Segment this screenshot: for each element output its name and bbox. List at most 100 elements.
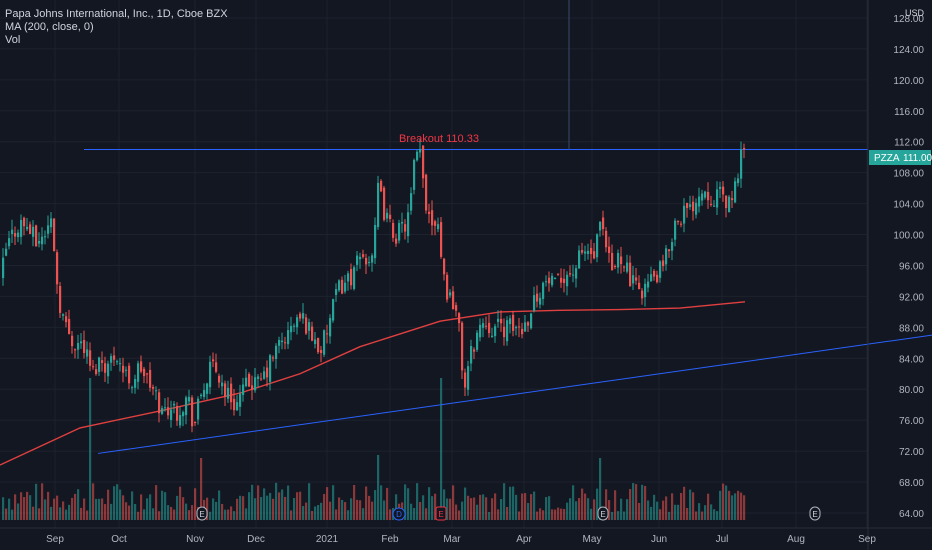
volume-label[interactable]: Vol (5, 34, 21, 46)
candle-body (209, 361, 212, 388)
currency-label[interactable]: USD (904, 8, 924, 18)
symbol-title[interactable]: Papa Johns International, Inc., 1D, Cboe… (5, 8, 228, 20)
candle-body (431, 210, 434, 226)
candle-body (485, 325, 488, 327)
volume-bar (665, 496, 668, 520)
volume-bar (20, 492, 23, 520)
y-tick-label: 124.00 (893, 45, 924, 56)
candle-body (332, 299, 335, 321)
candle-body (386, 212, 389, 219)
candle-body (488, 322, 491, 334)
candle-body (653, 270, 656, 277)
y-tick-label: 100.00 (893, 231, 924, 242)
trendline[interactable] (84, 0, 932, 454)
candle-body (401, 221, 404, 224)
candle-body (548, 277, 551, 284)
volume-bar (35, 483, 38, 520)
volume-bar (653, 494, 656, 520)
volume-bar (626, 499, 629, 520)
earnings-marker (809, 506, 821, 521)
candle-body (440, 222, 443, 257)
volume-bar (578, 498, 581, 520)
candle-body (59, 286, 62, 313)
candle-body (137, 363, 140, 382)
candle-body (698, 196, 701, 207)
candle-body (638, 282, 641, 290)
y-tick-label: 80.00 (899, 385, 924, 396)
candle-body (584, 251, 587, 254)
candle-body (461, 322, 464, 371)
annotations[interactable]: Breakout 110.33 (399, 133, 479, 145)
candle-body (326, 333, 329, 335)
volume-bar (68, 504, 71, 520)
volume-bar (611, 511, 614, 520)
candle-body (434, 221, 437, 226)
candle-body (29, 224, 32, 234)
price-axis[interactable]: 64.00 68.00 72.00 76.00 80.00 84.00 88.00 92.00… (867, 0, 924, 550)
candle-body (83, 339, 86, 354)
candle-body (398, 223, 401, 241)
volume-bar (128, 505, 131, 520)
volume-bar (77, 489, 80, 520)
volume-bar (734, 493, 737, 520)
volume-bar (518, 511, 521, 520)
x-tick-label: Dec (247, 534, 265, 545)
volume-bar (488, 511, 491, 520)
candle-body (455, 305, 458, 311)
volume-bar (371, 501, 374, 520)
volume-bar (296, 492, 299, 520)
volume-bar (569, 498, 572, 520)
volume-bar (308, 483, 311, 520)
y-tick-label: 116.00 (894, 107, 924, 118)
candle-body (311, 326, 314, 341)
candle-body (722, 186, 725, 195)
volume-bars: EDE E E (2, 378, 821, 521)
candle-body (677, 221, 680, 223)
volume-bar (515, 494, 518, 520)
candle-body (287, 330, 290, 345)
candle-body (98, 357, 101, 372)
candle-body (47, 225, 50, 234)
volume-bar (629, 489, 632, 520)
candle-body (557, 273, 560, 275)
volume-bar (164, 492, 167, 520)
candle-body (23, 217, 26, 227)
volume-bar (638, 502, 641, 520)
volume-bar (356, 499, 359, 520)
candle-body (149, 369, 152, 388)
candle-body (410, 193, 413, 211)
candle-body (743, 147, 746, 150)
candle-body (602, 217, 605, 230)
candle-body (383, 187, 386, 220)
candle-body (185, 397, 188, 416)
volume-bar (29, 495, 32, 520)
candle-body (608, 246, 611, 253)
candle-body (182, 412, 185, 417)
candle-body (572, 274, 575, 276)
candle-body (161, 408, 164, 414)
indicator-label[interactable]: MA (200, close, 0) (5, 21, 94, 33)
candle-body (62, 314, 65, 316)
candle-body (179, 415, 182, 426)
volume-bar (2, 497, 5, 520)
candle-body (299, 313, 302, 319)
volume-bar (389, 509, 392, 520)
candle-body (296, 317, 299, 328)
volume-bar (365, 486, 368, 520)
candle-body (272, 357, 275, 359)
volume-bar (485, 497, 488, 520)
volume-bar (713, 509, 716, 520)
candle-body (494, 326, 497, 337)
event-marker-label: E (812, 510, 817, 519)
time-axis[interactable]: Sep Oct Nov Dec 2021 Feb Mar Apr May Jun Jul Aug Sep (0, 527, 932, 545)
last-price-badge-bg (869, 150, 931, 165)
volume-bar (32, 506, 35, 520)
volume-bar (140, 494, 143, 520)
volume-bar (89, 378, 92, 520)
candle-body (188, 396, 191, 402)
candle-body (686, 202, 689, 208)
volume-bar (461, 501, 464, 520)
volume-bar (530, 494, 533, 520)
candle-body (536, 293, 539, 302)
